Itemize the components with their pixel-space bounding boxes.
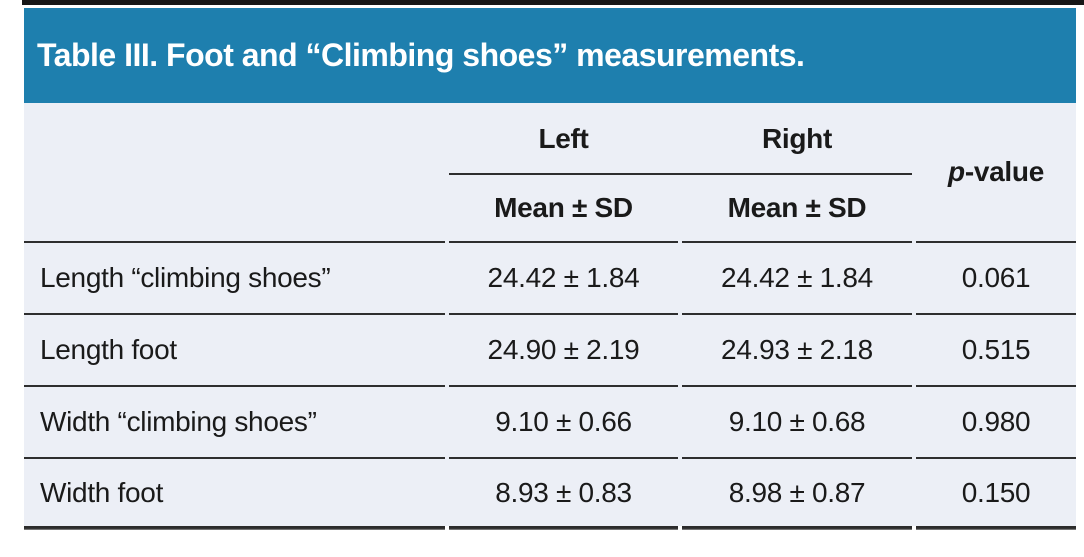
- row-right-value: 24.42 ± 1.84: [682, 241, 912, 313]
- table-row: Width “climbing shoes” 9.10 ± 0.66 9.10 …: [24, 385, 1076, 457]
- row-pvalue: 0.515: [916, 313, 1076, 385]
- row-pvalue: 0.061: [916, 241, 1076, 313]
- row-left-value: 8.93 ± 0.83: [449, 457, 678, 526]
- header-underline: [449, 173, 912, 175]
- subheader-left-mean-sd: Mean ± SD: [494, 192, 633, 223]
- subheader-right-mean-sd: Mean ± SD: [727, 192, 867, 223]
- table-title-bar: Table III. Foot and “Climbing shoes” mea…: [24, 8, 1076, 103]
- column-header-pvalue: p -value: [916, 103, 1076, 241]
- table-body: Left Right Mean ± SD Mean ± SD p -value L…: [24, 103, 1076, 526]
- row-right-value: 8.98 ± 0.87: [682, 457, 912, 526]
- pvalue-p: p: [948, 156, 965, 187]
- pvalue-rest: -value: [964, 156, 1044, 187]
- row-left-value: 24.42 ± 1.84: [449, 241, 678, 313]
- row-pvalue: 0.150: [916, 457, 1076, 526]
- row-right-value: 9.10 ± 0.68: [682, 385, 912, 457]
- table-title: Table III. Foot and “Climbing shoes” mea…: [37, 37, 805, 73]
- row-left-value: 24.90 ± 2.19: [449, 313, 678, 385]
- bottom-rule: [24, 526, 1076, 530]
- table-row: Width foot 8.93 ± 0.83 8.98 ± 0.87 0.150: [24, 457, 1076, 526]
- row-label: Width “climbing shoes”: [24, 385, 445, 457]
- bottom-rule-segment: [682, 526, 912, 530]
- table-header: Left Right Mean ± SD Mean ± SD p -value: [24, 103, 1076, 241]
- table-row: Length foot 24.90 ± 2.19 24.93 ± 2.18 0.…: [24, 313, 1076, 385]
- bottom-rule-segment: [916, 526, 1076, 530]
- row-label: Width foot: [24, 457, 445, 526]
- table-row: Length “climbing shoes” 24.42 ± 1.84 24.…: [24, 241, 1076, 313]
- row-label: Length foot: [24, 313, 445, 385]
- bottom-rule-segment: [24, 526, 445, 530]
- row-right-value: 24.93 ± 2.18: [682, 313, 912, 385]
- top-rule: [22, 0, 1084, 5]
- row-pvalue: 0.980: [916, 385, 1076, 457]
- row-label: Length “climbing shoes”: [24, 241, 445, 313]
- column-header-right: Right: [761, 123, 833, 154]
- row-left-value: 9.10 ± 0.66: [449, 385, 678, 457]
- bottom-rule-segment: [449, 526, 678, 530]
- column-header-left: Left: [538, 123, 589, 154]
